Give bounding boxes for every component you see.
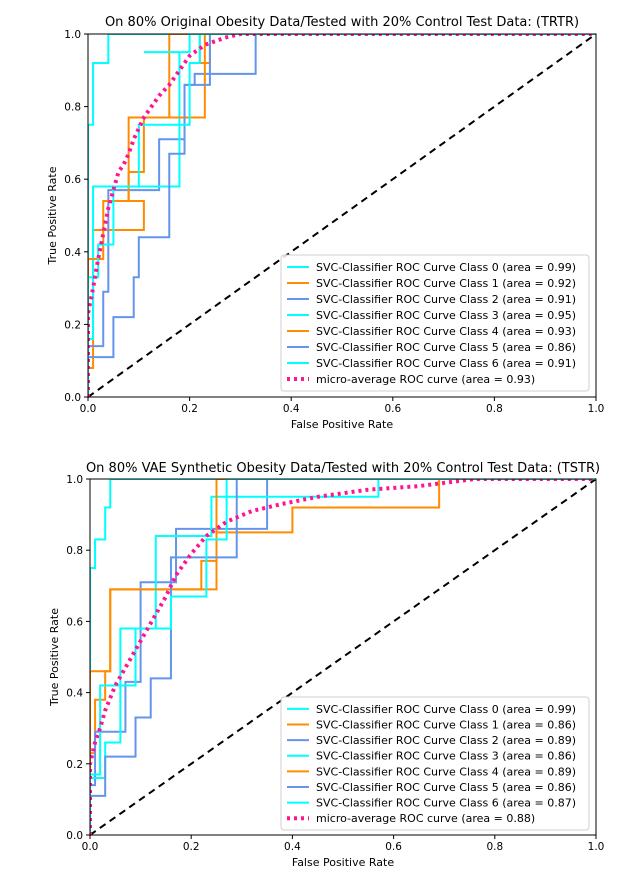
roc-chart-trtr: On 80% Original Obesity Data/Tested with…: [46, 15, 604, 431]
legend-entry-label: SVC-Classifier ROC Curve Class 2 (area =…: [316, 293, 576, 306]
x-axis-label: False Positive Rate: [291, 418, 393, 431]
legend-entry-label: SVC-Classifier ROC Curve Class 0 (area =…: [316, 703, 576, 716]
roc-chart-tstr: On 80% VAE Synthetic Obesity Data/Tested…: [48, 461, 604, 869]
legend-entry-label: SVC-Classifier ROC Curve Class 3 (area =…: [316, 309, 576, 322]
x-tick-label: 0.8: [486, 403, 503, 415]
y-tick-label: 1.0: [64, 29, 81, 41]
roc-curve-series-6: [90, 479, 596, 835]
y-tick-label: 0.4: [64, 247, 81, 259]
y-tick-label: 0.2: [64, 319, 81, 331]
plot-area: [90, 479, 596, 835]
roc-curve-series-2: [90, 479, 596, 835]
legend: SVC-Classifier ROC Curve Class 0 (area =…: [280, 696, 590, 831]
x-axis-label: False Positive Rate: [292, 856, 394, 869]
roc-curve-series-7: [88, 34, 596, 397]
roc-curve-series-0: [90, 479, 596, 835]
x-tick-label: 0.6: [384, 403, 401, 415]
y-tick-label: 0.0: [66, 830, 83, 842]
roc-curve-series-0: [88, 34, 596, 397]
legend-entry-label: SVC-Classifier ROC Curve Class 0 (area =…: [316, 261, 576, 274]
roc-curve-series-6: [88, 34, 596, 397]
x-tick-label: 0.4: [283, 403, 300, 415]
x-tick-label: 0.4: [284, 841, 301, 853]
roc-curve-series-7: [90, 479, 596, 835]
legend-box: [280, 696, 590, 831]
y-tick-label: 0.8: [66, 545, 83, 557]
chart-title: On 80% Original Obesity Data/Tested with…: [105, 15, 579, 30]
x-tick-label: 0.0: [80, 403, 97, 415]
x-tick-label: 1.0: [588, 403, 605, 415]
plot-area: [88, 34, 596, 397]
y-tick-label: 0.2: [66, 759, 83, 771]
roc-curve-series-2: [88, 34, 596, 397]
legend-entry-label: SVC-Classifier ROC Curve Class 4 (area =…: [316, 765, 576, 778]
legend-entry-label: SVC-Classifier ROC Curve Class 6 (area =…: [316, 357, 576, 370]
legend-box: [280, 254, 590, 392]
legend-entry-label: micro-average ROC curve (area = 0.88): [316, 812, 535, 825]
x-tick-label: 0.8: [486, 841, 503, 853]
y-axis-label: True Positive Rate: [46, 166, 59, 265]
y-tick-label: 0.6: [64, 174, 81, 186]
x-tick-label: 0.2: [181, 403, 198, 415]
axes-frame: [87, 33, 597, 398]
y-tick-label: 0.6: [66, 616, 83, 628]
x-tick-label: 0.6: [385, 841, 402, 853]
legend: SVC-Classifier ROC Curve Class 0 (area =…: [280, 254, 590, 392]
x-tick-label: 1.0: [588, 841, 605, 853]
x-tick-label: 0.0: [82, 841, 99, 853]
legend-entry-label: SVC-Classifier ROC Curve Class 1 (area =…: [316, 718, 576, 731]
roc-curve-series-4: [90, 479, 596, 835]
y-tick-label: 0.0: [64, 392, 81, 404]
legend-entry-label: SVC-Classifier ROC Curve Class 4 (area =…: [316, 325, 576, 338]
y-tick-label: 0.8: [64, 102, 81, 114]
x-tick-label: 0.2: [183, 841, 200, 853]
y-tick-label: 0.4: [66, 688, 83, 700]
roc-curve-series-3: [88, 34, 596, 397]
y-axis-label: True Positive Rate: [48, 608, 61, 707]
legend-entry-label: SVC-Classifier ROC Curve Class 1 (area =…: [316, 277, 576, 290]
chance-diagonal-line: [87, 33, 597, 398]
chart-title: On 80% VAE Synthetic Obesity Data/Tested…: [86, 461, 600, 476]
legend-entry-label: micro-average ROC curve (area = 0.93): [316, 373, 535, 386]
legend-entry-label: SVC-Classifier ROC Curve Class 5 (area =…: [316, 341, 576, 354]
roc-curve-series-5: [90, 479, 596, 835]
legend-entry-label: SVC-Classifier ROC Curve Class 6 (area =…: [316, 797, 576, 810]
axes-frame: [89, 478, 597, 836]
roc-curve-series-5: [88, 34, 596, 397]
y-tick-label: 1.0: [66, 474, 83, 486]
legend-entry-label: SVC-Classifier ROC Curve Class 2 (area =…: [316, 734, 576, 747]
legend-entry-label: SVC-Classifier ROC Curve Class 5 (area =…: [316, 781, 576, 794]
legend-entry-label: SVC-Classifier ROC Curve Class 3 (area =…: [316, 750, 576, 763]
